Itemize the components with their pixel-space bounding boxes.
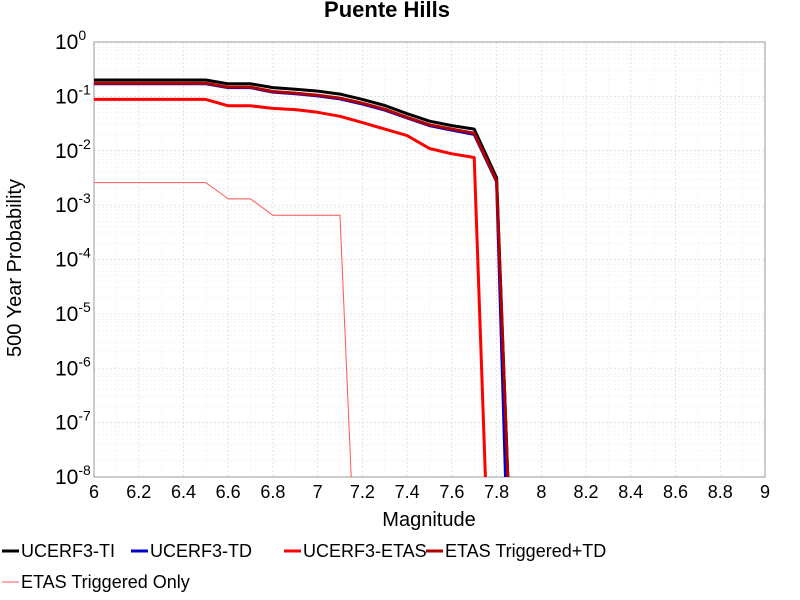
y-tick-label: 100 xyxy=(55,27,86,54)
gridlines xyxy=(93,41,766,478)
series-line-etas-triggered-only xyxy=(94,182,352,477)
x-tick-label: 8.8 xyxy=(708,482,733,502)
legend-label-ucerf3-td: UCERF3-TD xyxy=(150,541,252,561)
x-tick-label: 8.6 xyxy=(663,482,688,502)
x-tick-label: 8.4 xyxy=(618,482,643,502)
x-tick-label: 8 xyxy=(536,482,546,502)
legend-label-etas-triggered-only: ETAS Triggered Only xyxy=(21,572,190,592)
plot-area xyxy=(93,41,766,478)
x-tick-label: 7 xyxy=(313,482,323,502)
x-tick-label: 9 xyxy=(760,482,770,502)
x-tick-label: 6 xyxy=(89,482,99,502)
x-tick-label: 6.6 xyxy=(216,482,241,502)
y-tick-label: 10-7 xyxy=(55,408,91,435)
y-tick-labels: 100 10-1 10-2 10-3 10-4 10-5 10-6 10-7 10-8 xyxy=(55,27,91,489)
series-line-ucerf3-etas xyxy=(94,97,487,477)
chart-title: Puente Hills xyxy=(324,0,450,22)
legend-label-etas-triggered-td: ETAS Triggered+TD xyxy=(445,541,606,561)
y-tick-label: 10-4 xyxy=(55,245,91,272)
y-tick-label: 10-5 xyxy=(55,299,91,326)
y-tick-label: 10-1 xyxy=(55,81,91,108)
y-tick-label: 10-8 xyxy=(55,462,91,489)
y-tick-label: 10-2 xyxy=(55,136,91,163)
x-tick-label: 7.2 xyxy=(350,482,375,502)
series-line-ucerf3-td xyxy=(94,82,507,477)
legend: UCERF3-TI UCERF3-TD UCERF3-ETAS ETAS Trigge… xyxy=(2,541,606,592)
series-line-ucerf3-ti xyxy=(94,78,510,477)
x-tick-label: 6.8 xyxy=(260,482,285,502)
x-tick-label: 7.8 xyxy=(484,482,509,502)
x-axis-title: Magnitude xyxy=(382,509,475,531)
series-lines xyxy=(94,78,510,477)
legend-label-ucerf3-ti: UCERF3-TI xyxy=(21,541,115,561)
y-tick-label: 10-6 xyxy=(55,353,91,380)
x-tick-labels: 6 6.2 6.4 6.6 6.8 7 7.2 7.4 7.6 7.8 8 8.2 8.4 8.6 8.8 9 xyxy=(89,482,770,502)
x-tick-label: 8.2 xyxy=(574,482,599,502)
x-tick-label: 7.6 xyxy=(439,482,464,502)
y-axis-title: 500 Year Probability xyxy=(4,179,26,357)
x-tick-label: 7.4 xyxy=(395,482,420,502)
x-tick-label: 6.4 xyxy=(171,482,196,502)
series-line-etas-triggered-td xyxy=(94,81,510,477)
y-tick-label: 10-3 xyxy=(55,190,91,217)
x-tick-label: 6.2 xyxy=(126,482,151,502)
legend-label-ucerf3-etas: UCERF3-ETAS xyxy=(303,541,427,561)
